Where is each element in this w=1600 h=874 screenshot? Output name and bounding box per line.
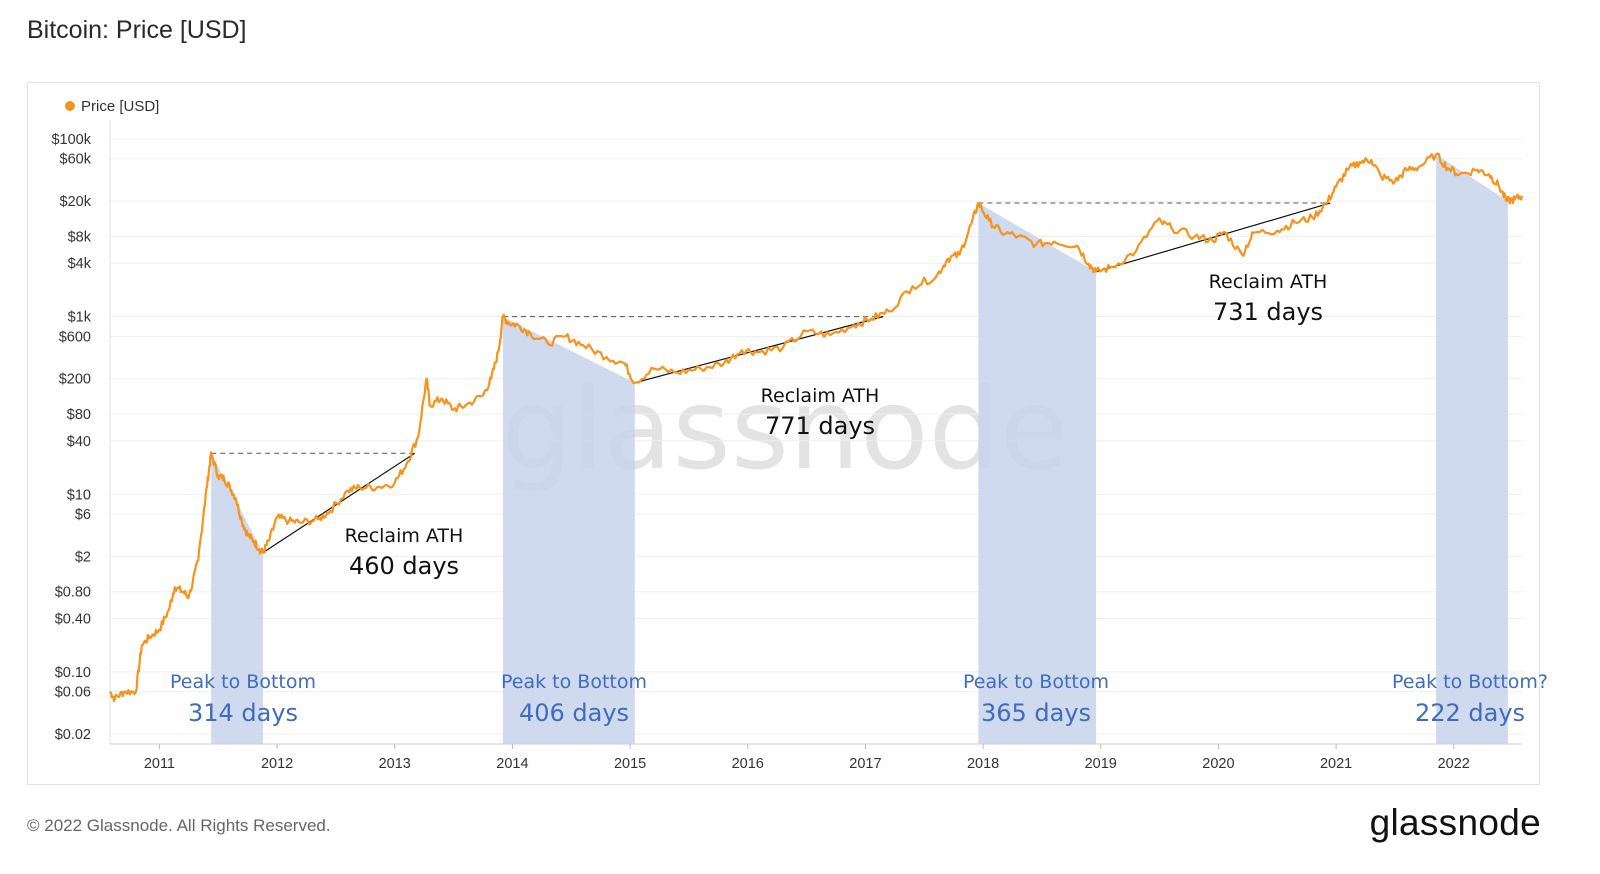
- glassnode-logo[interactable]: glassnode: [1369, 802, 1541, 843]
- peak-to-bottom-shade: [211, 453, 263, 744]
- y-tick-label: $2: [75, 549, 91, 565]
- reclaim-trend-line: [1095, 202, 1331, 273]
- y-tick-label: $80: [67, 407, 91, 423]
- y-tick-label: $10: [67, 487, 91, 503]
- legend[interactable]: Price [USD]: [65, 98, 159, 115]
- x-tick-label: 2013: [379, 756, 411, 772]
- peak-to-bottom-label: Peak to Bottom: [501, 671, 647, 693]
- y-tick-label: $200: [59, 372, 91, 388]
- x-axis: 2011 2012 2013 2014 2015 2016 2017 2018 2019 2020…: [144, 744, 1470, 772]
- y-tick-label: $40: [67, 434, 91, 450]
- reclaim-ath-label: Reclaim ATH: [1209, 271, 1328, 293]
- copyright-notice: © 2022 Glassnode. All Rights Reserved.: [27, 816, 331, 835]
- x-tick-label: 2021: [1320, 756, 1352, 772]
- x-tick-label: 2014: [496, 756, 528, 772]
- grid-lines: [109, 120, 1522, 745]
- peak-to-bottom-shade: [978, 203, 1097, 744]
- peak-to-bottom-label: Peak to Bottom: [963, 671, 1109, 693]
- x-tick-label: 2016: [732, 756, 764, 772]
- y-tick-label: $1k: [68, 310, 92, 326]
- y-tick-label: $0.02: [55, 727, 91, 743]
- y-tick-label: $6: [75, 507, 91, 523]
- y-tick-label: $20k: [60, 194, 92, 210]
- peak-to-bottom-days: 365 days: [981, 699, 1091, 727]
- y-tick-label: $0.10: [55, 665, 91, 681]
- peak-to-bottom-days: 406 days: [519, 699, 629, 727]
- legend-marker: [65, 101, 75, 111]
- reclaim-ath-days: 731 days: [1213, 298, 1323, 326]
- y-tick-label: $600: [59, 329, 91, 345]
- x-tick-label: 2020: [1202, 756, 1234, 772]
- annotations: Peak to Bottom 314 days Peak to Bottom 406 …: [170, 271, 1548, 727]
- reclaim-ath-days: 460 days: [349, 552, 459, 580]
- legend-label: Price [USD]: [81, 98, 159, 115]
- peak-to-bottom-label: Peak to Bottom: [170, 671, 316, 693]
- series-layer: [109, 152, 1524, 703]
- price-series-line: [109, 152, 1524, 703]
- x-tick-label: 2018: [967, 756, 999, 772]
- peak-to-bottom-shade: [503, 316, 635, 744]
- x-tick-label: 2017: [849, 756, 881, 772]
- peak-to-bottom-shades: [211, 154, 1508, 744]
- x-tick-label: 2022: [1438, 756, 1470, 772]
- y-tick-label: $100k: [51, 132, 91, 148]
- peak-to-bottom-shade: [1436, 154, 1508, 744]
- peak-to-bottom-days: 222 days: [1415, 699, 1525, 727]
- peak-to-bottom-days: 314 days: [188, 699, 298, 727]
- reclaim-ath-days: 771 days: [765, 412, 875, 440]
- y-tick-label: $60k: [60, 152, 92, 168]
- y-tick-label: $0.80: [55, 585, 91, 601]
- y-tick-label: $8k: [68, 229, 92, 245]
- chart-card: [27, 82, 1540, 785]
- y-tick-label: $0.06: [55, 685, 91, 701]
- x-tick-label: 2019: [1085, 756, 1117, 772]
- y-tick-label: $0.40: [55, 611, 91, 627]
- peak-to-bottom-label: Peak to Bottom?: [1392, 671, 1548, 693]
- y-axis: $100k $60k $20k $8k $4k $1k $600 $200 $80 $40 $10 $…: [51, 132, 91, 743]
- x-tick-label: 2011: [144, 756, 175, 772]
- x-tick-label: 2015: [614, 756, 646, 772]
- reclaim-ath-label: Reclaim ATH: [761, 385, 880, 407]
- y-tick-label: $4k: [68, 256, 92, 272]
- reclaim-ath-label: Reclaim ATH: [345, 525, 464, 547]
- x-tick-label: 2012: [261, 756, 293, 772]
- page-title: Bitcoin: Price [USD]: [27, 16, 247, 44]
